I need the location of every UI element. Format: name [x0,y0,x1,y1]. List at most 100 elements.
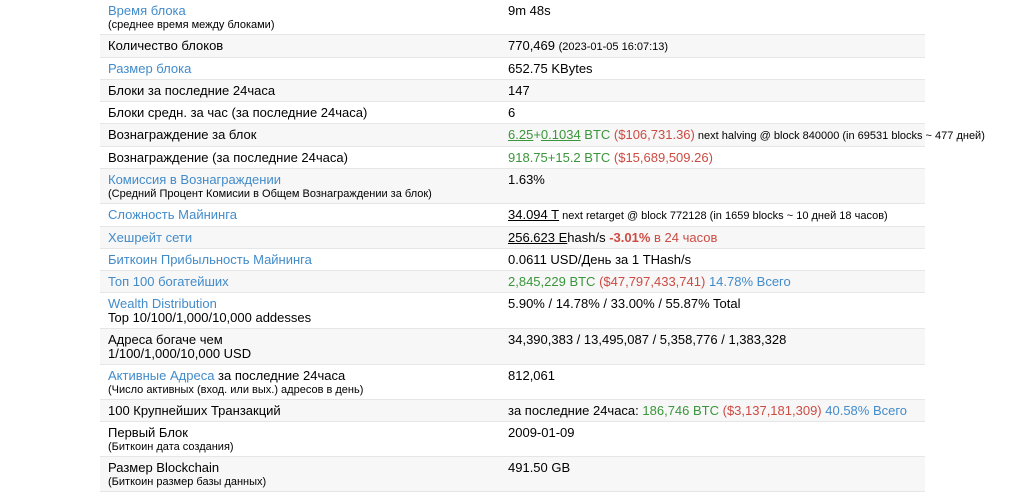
row-sublabel-line: (Средний Процент Комисии в Общем Вознагр… [108,187,498,200]
row-label-line: Top 10/100/1,000/10,000 addesses [108,311,498,325]
value-green-value: 186,746 BTC [642,403,723,418]
row-label-line: Комиссия в Вознаграждении [108,173,498,187]
label-link[interactable]: Топ 100 богатейших [108,274,229,289]
label-text: за последние 24часа [214,368,346,383]
row-value-line: 2,845,229 BTC ($47,797,433,741) 14.78% В… [508,275,917,289]
value-text: за последние 24часа: [508,403,643,418]
row-label-cell: Активные Адреса за последние 24часа (Числ… [108,369,508,396]
row-value-cell: 5.90% / 14.78% / 33.00% / 55.87% Total [508,297,917,325]
value-text: 491.50 GB [508,460,571,475]
table-row: Количество блоков 770,469 (2023-01-05 16:… [100,35,925,58]
row-label-line: Адреса богаче чем [108,333,498,347]
table-row: 100 Крупнейших Транзакций за последние 24… [100,400,925,422]
row-value-line: 6.25+0.1034 BTC ($106,731.36) next halvi… [508,127,985,143]
row-value-line: 918.75+15.2 BTC ($15,689,509.26) [508,151,917,165]
label-link[interactable]: Активные Адреса [108,368,215,383]
row-value-cell: 9m 48s [508,4,917,31]
row-sublabel-line: (Биткоин размер базы данных) [108,475,498,488]
row-value-line: 812,061 [508,369,917,383]
label-small-text: (среднее время между блоками) [108,19,275,31]
row-value-line: 147 [508,84,917,98]
value-text: 2009-01-09 [508,425,575,440]
value-text: 652.75 KBytes [508,61,593,76]
table-row: Первый Блок (Биткоин дата создания) 2009-0… [100,422,925,457]
value-red-bold-value: -3.01% [609,230,651,245]
row-label-line: Блоки средн. за час (за последние 24часа… [108,106,498,120]
row-label-cell: 100 Крупнейших Транзакций [108,404,508,418]
row-value-line: 5.90% / 14.78% / 33.00% / 55.87% Total [508,297,917,311]
value-red-value: ($47,797,433,741) [599,274,706,289]
row-value-cell: 652.75 KBytes [508,62,917,76]
value-blue-percent-value: 14.78% Всего [705,274,791,289]
row-label-cell: Размер блока [108,62,508,76]
row-label-line: 100 Крупнейших Транзакций [108,404,498,418]
row-value-cell: 34.094 T next retarget @ block 772128 (i… [508,208,917,223]
value-green-link[interactable]: 0.1034 [540,127,581,142]
row-value-cell: 812,061 [508,369,917,396]
label-link[interactable]: Хешрейт сети [108,230,193,245]
label-link[interactable]: Размер блока [108,61,192,76]
row-label-line: Активные Адреса за последние 24часа [108,369,498,383]
table-row: Топ 100 богатейших 2,845,229 BTC ($47,797… [100,271,925,293]
row-label-line: 1/100/1,000/10,000 USD [108,347,498,361]
value-text: 6 [508,105,516,120]
value-text: 0.0611 USD/День за 1 THash/s [508,252,692,267]
table-row: Время блока (среднее время между блоками)… [100,0,925,35]
table-row: Размер Blockchain (Биткоин размер базы да… [100,457,925,492]
value-text: 34,390,383 / 13,495,087 / 5,358,776 / 1,… [508,332,787,347]
table-row: Комиссия в Вознаграждении (Средний Процен… [100,169,925,204]
value-underlined-tooltip-value: 256.623 E [508,230,568,245]
value-green-value: 918.75+15.2 BTC [508,150,614,165]
row-value-line: 6 [508,106,917,120]
row-value-cell: 2,845,229 BTC ($47,797,433,741) 14.78% В… [508,275,917,289]
row-label-cell: Адреса богаче чем 1/100/1,000/10,000 USD [108,333,508,361]
value-small-text: next retarget @ block 772128 (in 1659 bl… [559,210,888,222]
row-value-line: 652.75 KBytes [508,62,917,76]
row-value-cell: 918.75+15.2 BTC ($15,689,509.26) [508,151,917,165]
table-row: Вознаграждение за блок 6.25+0.1034 BTC ($… [100,124,985,147]
row-value-cell: 0.0611 USD/День за 1 THash/s [508,253,917,267]
table-row: Активные Адреса за последние 24часа (Числ… [100,365,925,400]
table-row: Адреса богаче чем 1/100/1,000/10,000 USD 3… [100,329,925,365]
row-label-cell: Количество блоков [108,39,508,54]
value-red-value: ($15,689,509.26) [613,150,713,165]
table-row: Блоки за последние 24часа 147 [100,80,925,102]
label-text: 1/100/1,000/10,000 USD [108,346,252,361]
label-text: Вознаграждение (за последние 24часа) [108,150,348,165]
value-small-text: next halving @ block 840000 (in 69531 bl… [694,130,985,142]
row-label-cell: Биткоин Прибыльность Майнинга [108,253,508,267]
table-row: Хешрейт сети 256.623 Ehash/s -3.01% в 24 … [100,227,925,249]
bitcoin-stats-table: Время блока (среднее время между блоками)… [100,0,985,492]
row-label-cell: Комиссия в Вознаграждении (Средний Процен… [108,173,508,200]
value-text: 147 [508,83,530,98]
row-sublabel-line: (среднее время между блоками) [108,18,498,31]
label-link[interactable]: Время блока [108,3,186,18]
row-label-line: Биткоин Прибыльность Майнинга [108,253,498,267]
table-row: Сложность Майнинга 34.094 T next retarget… [100,204,925,227]
value-red-value: ($3,137,181,309) [722,403,822,418]
row-label-cell: Первый Блок (Биткоин дата создания) [108,426,508,453]
table-row: Вознаграждение (за последние 24часа) 918.… [100,147,925,169]
label-link[interactable]: Биткоин Прибыльность Майнинга [108,252,312,267]
value-text: 812,061 [508,368,555,383]
value-text: 5.90% / 14.78% / 33.00% / 55.87% Total [508,296,741,311]
value-small-text: (2023-01-05 16:07:13) [558,41,669,53]
label-text: Количество блоков [108,38,224,53]
table-row: Биткоин Прибыльность Майнинга 0.0611 USD/… [100,249,925,271]
label-link[interactable]: Wealth Distribution [108,296,217,311]
value-red-value: ($106,731.36) [613,127,695,142]
label-text: 100 Крупнейших Транзакций [108,403,281,418]
table-row: Wealth Distribution Top 10/100/1,000/10,0… [100,293,925,329]
row-value-line: за последние 24часа: 186,746 BTC ($3,137… [508,404,917,418]
row-value-cell: 6.25+0.1034 BTC ($106,731.36) next halvi… [508,127,985,143]
value-underlined-tooltip-value: 34.094 T [508,207,560,222]
value-text: 770,469 [508,38,559,53]
value-green-link[interactable]: 6.25 [508,127,534,142]
row-label-cell: Сложность Майнинга [108,208,508,223]
label-link[interactable]: Сложность Майнинга [108,207,237,222]
row-label-line: Wealth Distribution [108,297,498,311]
row-label-line: Блоки за последние 24часа [108,84,498,98]
row-value-line: 0.0611 USD/День за 1 THash/s [508,253,917,267]
row-value-line: 491.50 GB [508,461,917,475]
label-link[interactable]: Комиссия в Вознаграждении [108,172,281,187]
